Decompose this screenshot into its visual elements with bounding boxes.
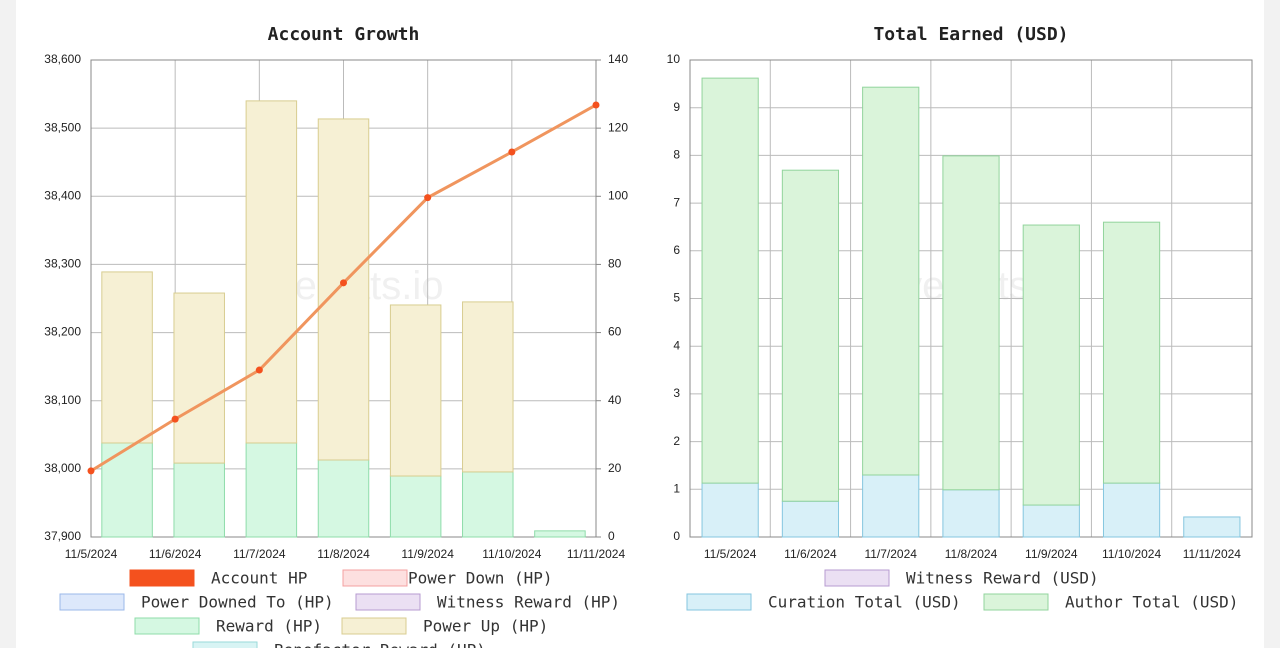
bar <box>389 304 442 477</box>
x-tick-label: 11/8/2024 <box>317 547 370 561</box>
legend-swatch <box>342 569 408 587</box>
y-tick-label: 38,400 <box>44 188 81 202</box>
y2-tick-label: 140 <box>608 52 628 66</box>
chart-title: Total Earned (USD) <box>873 24 1068 45</box>
legend-swatch <box>192 641 258 648</box>
x-tick-label: 11/8/2024 <box>945 547 998 561</box>
legend-label: Account HP <box>211 569 307 588</box>
legend-label: Reward (HP) <box>216 617 322 636</box>
legend-label: Power Up (HP) <box>423 617 548 636</box>
left-gutter <box>0 0 16 648</box>
y2-tick-label: 60 <box>608 325 622 339</box>
y2-tick-label: 20 <box>608 461 622 475</box>
x-tick-label: 11/5/2024 <box>704 547 757 561</box>
y-tick-label: 38,100 <box>44 393 81 407</box>
x-tick-label: 11/10/2024 <box>482 547 541 561</box>
legend-label: Power Downed To (HP) <box>141 593 334 612</box>
x-tick-label: 11/9/2024 <box>1025 547 1078 561</box>
bar <box>317 118 370 461</box>
y2-tick-label: 0 <box>608 529 615 543</box>
bar <box>101 442 153 538</box>
bar <box>462 471 514 538</box>
bar <box>1022 224 1080 506</box>
y2-tick-label: 80 <box>608 257 622 271</box>
point <box>87 467 95 475</box>
bar <box>862 86 920 476</box>
legend-label: Power Down (HP) <box>408 569 553 588</box>
bar <box>173 292 225 464</box>
bar <box>389 475 442 538</box>
bar <box>245 100 298 444</box>
legend-swatch <box>134 617 200 635</box>
x-tick-label: 11/11/2024 <box>567 547 626 561</box>
legend-swatch <box>129 569 195 587</box>
bar <box>245 442 298 538</box>
bar <box>101 271 153 444</box>
right-gutter <box>1264 0 1280 648</box>
y-tick-label: 38,300 <box>44 257 81 271</box>
y-tick-label: 38,000 <box>44 461 81 475</box>
y2-tick-label: 40 <box>608 393 622 407</box>
bar <box>1102 221 1161 484</box>
legend-label: Curation Total (USD) <box>768 593 961 612</box>
bar <box>862 474 920 538</box>
legend-swatch <box>355 593 421 611</box>
legend-swatch <box>824 569 890 587</box>
y-tick-label: 5 <box>673 291 680 305</box>
legend-label: Benefactor Reward (HP) <box>274 641 486 648</box>
y-tick-label: 2 <box>673 434 680 448</box>
bar <box>701 482 759 538</box>
y-tick-label: 3 <box>673 386 680 400</box>
y-tick-label: 8 <box>673 148 680 162</box>
legend-swatch <box>983 593 1049 611</box>
legend-label: Author Total (USD) <box>1065 593 1238 612</box>
y2-tick-label: 120 <box>608 120 628 134</box>
y-tick-label: 1 <box>673 481 680 495</box>
x-tick-label: 11/9/2024 <box>401 547 454 561</box>
x-tick-label: 11/7/2024 <box>864 547 917 561</box>
bar <box>701 77 759 484</box>
bar <box>781 500 840 538</box>
y-tick-label: 6 <box>673 243 680 257</box>
y-tick-label: 38,600 <box>44 52 81 66</box>
point <box>424 194 432 202</box>
bar <box>317 459 370 538</box>
bar <box>781 169 840 502</box>
bar <box>173 462 225 538</box>
x-tick-label: 11/11/2024 <box>1183 547 1242 561</box>
x-tick-label: 11/10/2024 <box>1102 547 1161 561</box>
y-tick-label: 38,500 <box>44 120 81 134</box>
x-tick-label: 11/5/2024 <box>65 547 118 561</box>
bar <box>462 301 514 473</box>
point <box>592 101 600 109</box>
bar <box>942 489 1000 538</box>
y-tick-label: 10 <box>667 52 681 66</box>
x-tick-label: 11/6/2024 <box>784 547 837 561</box>
y-tick-label: 9 <box>673 100 680 114</box>
bar <box>942 155 1000 491</box>
x-tick-label: 11/6/2024 <box>149 547 202 561</box>
legend-swatch <box>686 593 752 611</box>
legend-label: Witness Reward (HP) <box>437 593 620 612</box>
y-tick-label: 7 <box>673 195 680 209</box>
y-tick-label: 37,900 <box>44 529 81 543</box>
bar <box>1102 482 1161 538</box>
bar <box>1183 516 1241 538</box>
chart-title: Account Growth <box>268 24 420 45</box>
y-tick-label: 4 <box>673 338 680 352</box>
x-tick-label: 11/7/2024 <box>233 547 286 561</box>
point <box>340 279 347 287</box>
y2-tick-label: 100 <box>608 188 628 202</box>
legend-swatch <box>341 617 407 635</box>
point <box>255 366 263 374</box>
point <box>508 148 516 156</box>
y-tick-label: 38,200 <box>44 325 81 339</box>
bar <box>1022 504 1080 538</box>
legend-label: Witness Reward (USD) <box>906 569 1099 588</box>
point <box>171 415 179 423</box>
y-tick-label: 0 <box>673 529 680 543</box>
bar <box>534 530 586 538</box>
legend-swatch <box>59 593 125 611</box>
